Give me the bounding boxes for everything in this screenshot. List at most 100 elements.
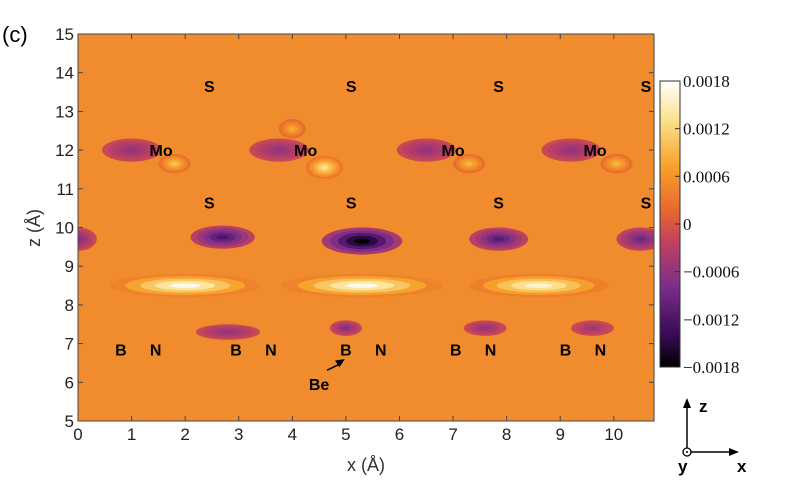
density-feature <box>616 227 654 251</box>
contour-level <box>125 147 138 153</box>
contour-level <box>221 330 235 334</box>
y-tick-label: 9 <box>65 257 74 276</box>
y-axis-indicator-label: y <box>678 457 688 476</box>
contour-level <box>216 234 230 240</box>
atom-label: S <box>641 195 652 212</box>
contour-level <box>353 238 371 244</box>
y-axis-label: z (Å) <box>24 209 44 247</box>
x-tick-label: 3 <box>234 425 243 444</box>
contour-level <box>420 147 433 153</box>
contour-level <box>342 326 350 330</box>
x-tick-label: 0 <box>73 425 82 444</box>
x-tick-label: 5 <box>341 425 350 444</box>
colorbar-tick-label: 0.0006 <box>683 167 730 186</box>
density-feature <box>469 227 529 251</box>
y-tick-label: 14 <box>55 64 74 83</box>
density-feature <box>102 138 162 162</box>
density-feature <box>600 153 633 174</box>
x-tick-label: 7 <box>448 425 457 444</box>
atom-label: S <box>493 195 504 212</box>
atom-label: B <box>340 342 352 359</box>
contour-level <box>613 161 620 166</box>
contour-level <box>465 161 473 166</box>
y-tick-label: 15 <box>55 25 74 44</box>
contour-level <box>524 283 553 288</box>
atom-label: N <box>485 342 497 359</box>
atom-label: Mo <box>149 143 172 160</box>
panel-label: (c) <box>2 22 28 47</box>
density-feature <box>453 153 486 174</box>
contour-level <box>273 147 285 153</box>
density-feature <box>396 138 456 162</box>
density-feature <box>278 119 306 139</box>
contour-level <box>78 236 82 242</box>
contour-level <box>480 326 490 330</box>
coordinate-axes-indicator: z x y <box>678 397 747 476</box>
contour-level <box>492 236 505 242</box>
x-axis-ticks: 0 1 2 3 4 5 6 7 8 9 10 <box>73 34 623 444</box>
x-axis-indicator-label: x <box>737 457 747 476</box>
atom-label: B <box>450 342 462 359</box>
atom-label: Mo <box>584 143 607 160</box>
density-feature <box>195 324 261 340</box>
atom-label: N <box>265 342 277 359</box>
y-tick-label: 6 <box>65 373 74 392</box>
y-tick-label: 10 <box>55 219 74 238</box>
colorbar-tick-label: 0.0012 <box>683 120 730 139</box>
density-feature <box>541 138 601 162</box>
contour-level <box>171 161 178 166</box>
density-feature <box>463 320 507 336</box>
x-tick-label: 4 <box>288 425 297 444</box>
density-feature <box>78 227 97 251</box>
x-tick-label: 1 <box>127 425 136 444</box>
density-feature <box>329 320 362 336</box>
atom-label: S <box>346 79 357 96</box>
density-feature <box>321 227 403 255</box>
y-tick-label: 13 <box>55 102 74 121</box>
y-tick-label: 5 <box>65 412 74 431</box>
colorbar-tick-label: 0.0018 <box>683 72 730 91</box>
x-axis-label: x (Å) <box>347 455 385 475</box>
density-feature <box>158 153 191 174</box>
density-feature <box>249 138 309 162</box>
x-tick-label: 6 <box>395 425 404 444</box>
contour-level <box>635 236 646 242</box>
density-feature <box>305 155 344 180</box>
density-feature <box>570 320 614 336</box>
plot-background <box>78 34 654 421</box>
colorbar-tick-label: −0.0012 <box>683 310 739 329</box>
y-tick-label: 11 <box>56 180 74 199</box>
density-feature <box>190 225 255 249</box>
density-feature <box>110 273 261 298</box>
colorbar-tick-label: −0.0006 <box>683 263 739 282</box>
density-feature <box>469 273 609 298</box>
y-tick-label: 12 <box>55 141 74 160</box>
x-tick-label: 2 <box>180 425 189 444</box>
y-axis-ticks: 5 6 7 8 9 10 11 12 13 14 15 <box>55 25 654 431</box>
density-feature <box>281 273 443 298</box>
be-annotation: Be <box>309 359 345 394</box>
atom-label: S <box>204 79 215 96</box>
contour-level <box>289 126 296 131</box>
contour-level <box>320 165 329 170</box>
atom-label: B <box>560 342 572 359</box>
z-axis-indicator-label: z <box>699 397 708 416</box>
contour-level <box>565 147 577 153</box>
y-tick-label: 7 <box>65 335 74 354</box>
x-tick-label: 9 <box>555 425 564 444</box>
atom-label: B <box>230 342 242 359</box>
contour-level <box>345 283 379 288</box>
atom-label: Mo <box>442 143 465 160</box>
x-tick-label: 10 <box>604 425 623 444</box>
atom-label: S <box>204 195 215 212</box>
colorbar-tick-label: −0.0018 <box>683 358 739 377</box>
atom-label: Mo <box>294 143 317 160</box>
colorbar-tick-label: 0 <box>683 215 692 234</box>
atom-label: N <box>595 342 607 359</box>
density-features <box>78 119 654 340</box>
atom-label: N <box>150 342 162 359</box>
atom-label: N <box>375 342 387 359</box>
annotation-arrowhead <box>335 359 345 368</box>
annotation-label: Be <box>309 377 330 394</box>
